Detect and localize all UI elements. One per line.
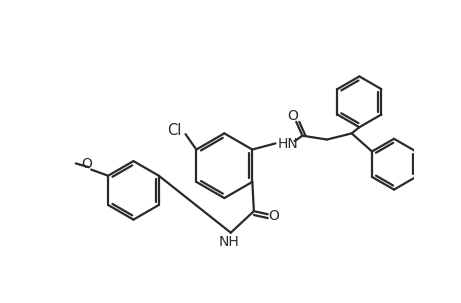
Text: NH: NH	[219, 235, 240, 249]
Text: HN: HN	[278, 137, 298, 151]
Text: O: O	[288, 109, 299, 123]
Text: O: O	[268, 209, 279, 223]
Text: O: O	[81, 157, 92, 171]
Text: Cl: Cl	[167, 123, 182, 138]
